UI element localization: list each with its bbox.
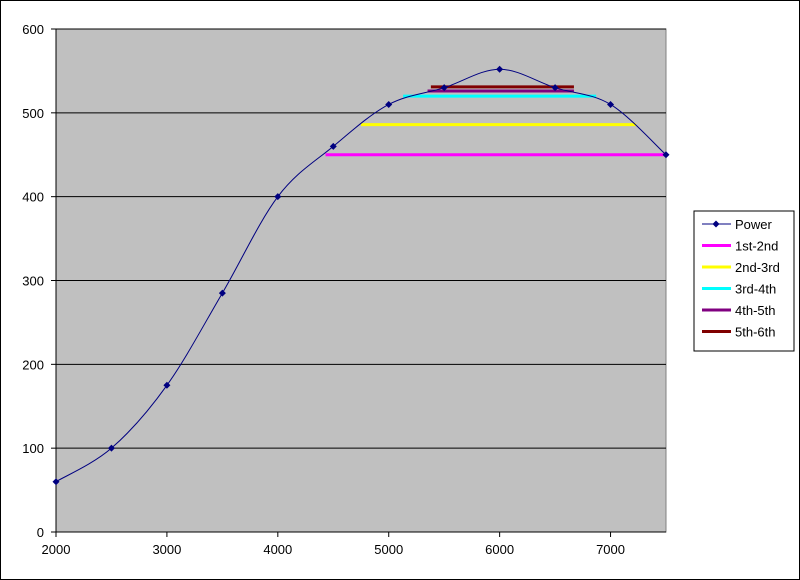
data-point — [329, 142, 337, 150]
data-point — [662, 151, 670, 159]
data-point — [440, 84, 448, 92]
y-tick-label: 0 — [37, 525, 44, 540]
y-tick-label: 100 — [22, 441, 44, 456]
legend-label: 2nd-3rd — [735, 260, 780, 275]
x-tick-label: 3000 — [152, 542, 181, 557]
legend-label: 3rd-4th — [735, 282, 776, 297]
legend-marker — [712, 220, 720, 228]
data-point — [607, 100, 615, 108]
data-point — [496, 65, 504, 73]
x-tick-label: 6000 — [485, 542, 514, 557]
x-tick-label: 4000 — [263, 542, 292, 557]
x-tick-label: 5000 — [374, 542, 403, 557]
y-tick-label: 400 — [22, 190, 44, 205]
legend — [693, 210, 795, 352]
legend-label: 4th-5th — [735, 303, 775, 318]
data-point — [385, 100, 393, 108]
x-tick-label: 7000 — [596, 542, 625, 557]
data-point — [551, 84, 559, 92]
data-point — [52, 478, 60, 486]
y-tick-label: 200 — [22, 357, 44, 372]
y-tick-label: 300 — [22, 274, 44, 289]
y-tick-label: 500 — [22, 106, 44, 121]
data-point — [107, 444, 115, 452]
y-tick-label: 600 — [22, 22, 44, 37]
data-point — [274, 193, 282, 201]
legend-label: 5th-6th — [735, 325, 775, 340]
data-point — [218, 289, 226, 297]
legend-label: 1st-2nd — [735, 239, 778, 254]
legend-label: Power — [735, 217, 773, 232]
data-point — [163, 381, 171, 389]
x-tick-label: 2000 — [42, 542, 71, 557]
